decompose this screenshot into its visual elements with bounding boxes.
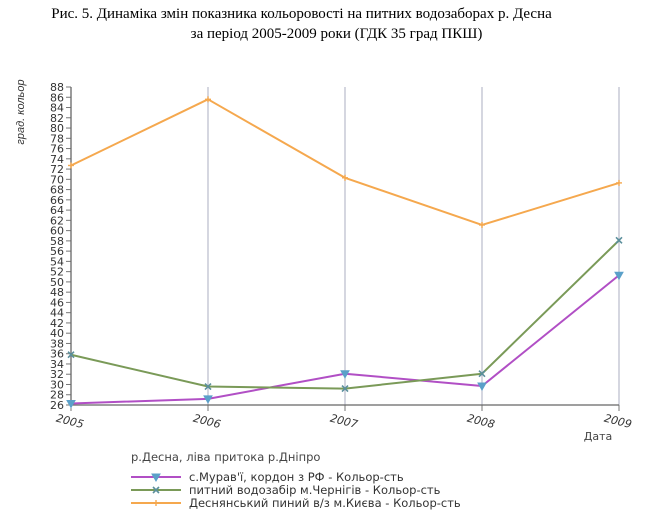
chart-grid [207, 87, 620, 405]
x-tick-label: 2005 [55, 412, 85, 431]
series-3 [68, 96, 622, 228]
y-tick-label: 80 [50, 122, 64, 135]
x-axis-label: Дата [584, 430, 612, 443]
chart-legend: с.Мурав'ї, кордон з РФ - Кольор-стьпитни… [131, 470, 461, 510]
data-point [68, 162, 74, 169]
x-tick-label: 2007 [329, 412, 359, 431]
data-point [478, 370, 486, 378]
data-point [477, 382, 487, 392]
figure-caption-line1: Рис. 5. Динаміка змін показника кольоров… [51, 6, 552, 22]
y-tick-label: 60 [50, 225, 64, 238]
y-tick-label: 82 [50, 112, 64, 125]
y-tick-label: 52 [50, 266, 64, 279]
y-axis-ticks: 2628303234363840424446485052545658606264… [50, 81, 71, 412]
chart-series [66, 96, 624, 409]
chart-axes [70, 87, 619, 406]
y-tick-label: 46 [50, 296, 64, 309]
data-point [204, 382, 212, 391]
y-tick-label: 28 [50, 389, 64, 402]
y-tick-label: 58 [50, 235, 64, 248]
y-tick-label: 30 [50, 378, 64, 391]
y-tick-label: 72 [50, 163, 64, 176]
x-tick-label: 2009 [603, 412, 633, 431]
figure-caption-line2: за період 2005-2009 роки (ГДК 35 град ПК… [190, 26, 483, 42]
y-tick-label: 78 [50, 132, 64, 145]
y-tick-label: 62 [50, 214, 64, 227]
y-tick-label: 88 [50, 81, 64, 94]
legend-marker [152, 486, 160, 494]
data-point [615, 236, 623, 244]
y-tick-label: 84 [50, 102, 64, 115]
data-point [479, 221, 485, 228]
y-tick-label: 38 [50, 337, 64, 350]
y-tick-label: 70 [50, 173, 64, 186]
y-tick-label: 32 [50, 368, 64, 381]
y-tick-label: 34 [50, 358, 64, 371]
legend-entry: Деснянський пиний в/з м.Києва - Кольор-с… [131, 496, 461, 510]
y-tick-label: 54 [50, 255, 64, 268]
data-point [342, 174, 348, 181]
data-point [616, 179, 622, 186]
series-2 [67, 236, 623, 393]
y-tick-label: 56 [50, 245, 64, 258]
data-point [66, 399, 76, 409]
legend-label: питний водозабір м.Чернігів - Кольор-сть [189, 483, 441, 497]
data-point [203, 395, 213, 404]
legend-entry: с.Мурав'ї, кордон з РФ - Кольор-сть [131, 470, 404, 484]
data-point [67, 351, 75, 359]
legend-marker [153, 500, 159, 506]
y-tick-label: 86 [50, 91, 64, 104]
y-tick-label: 26 [50, 399, 64, 412]
y-tick-label: 48 [50, 286, 64, 299]
legend-marker [151, 473, 161, 483]
chart-subtitle: р.Десна, ліва притока р.Дніпро [131, 450, 320, 464]
y-tick-label: 44 [50, 307, 64, 320]
legend-entry: питний водозабір м.Чернігів - Кольор-сть [131, 483, 441, 497]
y-tick-label: 66 [50, 194, 64, 207]
y-tick-label: 36 [50, 348, 64, 361]
data-point [205, 96, 211, 103]
legend-label: Деснянський пиний в/з м.Києва - Кольор-с… [189, 496, 461, 510]
x-tick-label: 2006 [192, 412, 222, 431]
legend-label: с.Мурав'ї, кордон з РФ - Кольор-сть [189, 470, 404, 484]
series-1 [66, 271, 624, 409]
data-point [340, 370, 350, 379]
x-tick-label: 2008 [466, 412, 496, 431]
y-tick-label: 74 [50, 153, 64, 166]
y-tick-label: 42 [50, 317, 64, 330]
y-tick-label: 76 [50, 143, 64, 156]
x-axis-ticks: 2005 2006 2007 2008 2009 [55, 405, 633, 431]
y-tick-label: 50 [50, 276, 64, 289]
y-tick-label: 64 [50, 204, 64, 217]
y-tick-label: 40 [50, 327, 64, 340]
y-axis-label: град. кольор [15, 79, 27, 144]
y-tick-label: 68 [50, 184, 64, 197]
data-point [341, 385, 349, 393]
data-point [614, 271, 624, 281]
